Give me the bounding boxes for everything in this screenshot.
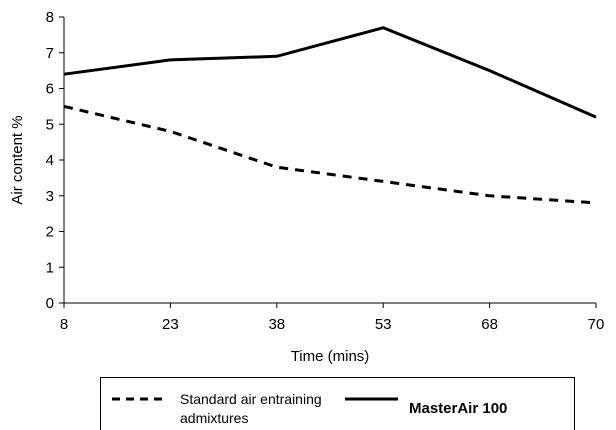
x-tick-label: 53 [375, 316, 392, 333]
legend-label-masterair: MasterAir 100 [409, 400, 507, 417]
series-line-standard [63, 104, 597, 205]
legend: Standard air entraining admixtures Maste… [100, 377, 575, 430]
legend-box [100, 377, 575, 430]
y-tick-label: 5 [46, 116, 54, 133]
legend-label-standard-line-1: Standard air entraining [180, 391, 322, 407]
y-tick-label: 3 [46, 188, 54, 205]
x-tick-label: 70 [588, 316, 605, 333]
legend-label-standard-line-2: admixtures [180, 410, 248, 426]
series-layer [63, 26, 597, 205]
y-tick-label: 6 [46, 81, 54, 98]
x-tick-label: 8 [60, 316, 68, 333]
y-tick-label: 0 [46, 295, 54, 312]
x-tick-label: 23 [162, 316, 179, 333]
series-line-masterair [63, 26, 597, 119]
y-axis-label: Air content % [9, 115, 26, 204]
y-tick-label: 8 [46, 9, 54, 26]
x-tick-label: 38 [268, 316, 285, 333]
x-axis-ticks: 8 23 38 53 68 70 [60, 303, 605, 333]
y-tick-label: 1 [46, 259, 54, 276]
x-tick-label: 68 [481, 316, 498, 333]
y-axis-ticks: 0 1 2 3 4 5 6 7 8 [46, 9, 64, 312]
y-tick-label: 7 [46, 45, 54, 62]
y-tick-label: 2 [46, 224, 54, 241]
x-axis-label: Time (mins) [291, 348, 370, 365]
y-tick-label: 4 [46, 152, 54, 169]
